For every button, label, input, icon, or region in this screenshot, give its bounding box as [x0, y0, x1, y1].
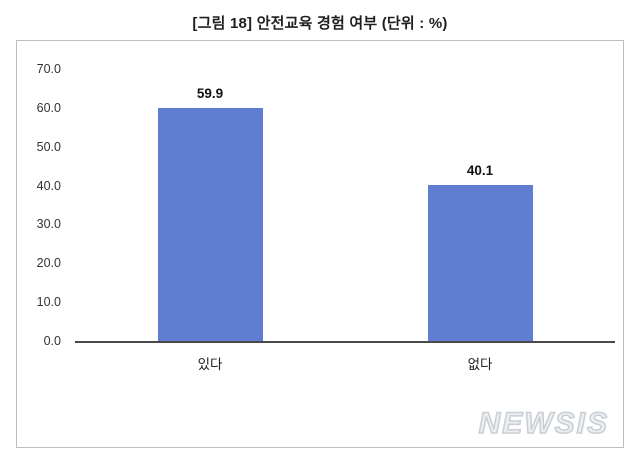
y-tick-label: 50.0	[36, 139, 61, 154]
x-category-label: 있다	[197, 357, 223, 372]
chart-frame: 0.0 10.0 20.0 30.0 40.0 50.0 60.0 70.0 59.9 40.1…	[16, 40, 624, 448]
bar-value-label: 40.1	[466, 163, 494, 179]
bar-2: 40.1	[427, 163, 533, 341]
bar-slot: 59.9	[75, 69, 345, 341]
y-tick-label: 20.0	[36, 256, 61, 271]
y-tick-label: 30.0	[36, 217, 61, 232]
y-tick-label: 10.0	[36, 295, 61, 310]
bar-1: 59.9	[157, 86, 263, 341]
y-tick-label: 60.0	[36, 100, 61, 115]
x-category-label: 없다	[467, 357, 493, 372]
newsis-watermark: NEWSIS	[478, 406, 609, 441]
y-tick-label: 40.0	[36, 178, 61, 193]
bar-slot: 40.1	[345, 69, 615, 341]
bars-container: 59.9 40.1	[75, 69, 615, 341]
y-tick-label: 70.0	[36, 62, 61, 76]
chart-title: [그림 18] 안전교육 경험 여부 (단위 : %)	[192, 15, 448, 32]
bar-value-label: 59.9	[196, 86, 224, 102]
x-axis-labels: 있다 없다	[75, 353, 615, 373]
y-axis: 0.0 10.0 20.0 30.0 40.0 50.0 60.0 70.0	[17, 62, 69, 348]
plot-area: 59.9 40.1	[75, 69, 615, 343]
y-tick-label: 0.0	[43, 334, 61, 348]
